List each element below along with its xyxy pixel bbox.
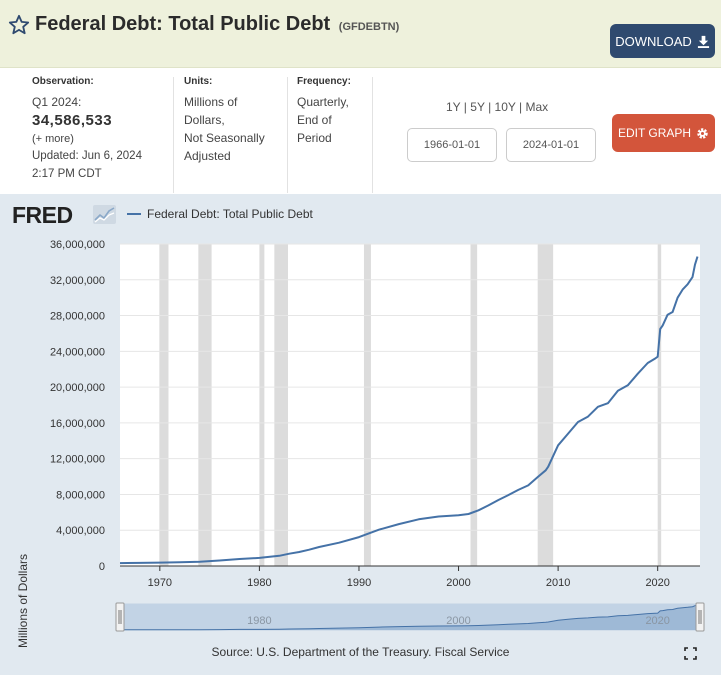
navigator-handle[interactable] xyxy=(115,602,125,632)
legend-swatch xyxy=(127,213,141,215)
chart-area: FRED Federal Debt: Total Public Debt Mil… xyxy=(0,194,721,675)
header-bar: Federal Debt: Total Public Debt (GFDEBTN… xyxy=(0,0,721,68)
recession-band xyxy=(274,244,288,566)
chart-legend: Federal Debt: Total Public Debt xyxy=(127,207,313,221)
navigator-line xyxy=(120,604,698,631)
fullscreen-icon[interactable] xyxy=(684,647,697,660)
observation-label: Observation: xyxy=(32,76,94,87)
range-selector: 1Y | 5Y | 10Y | Max xyxy=(446,100,548,114)
range-10y[interactable]: 10Y xyxy=(494,100,516,114)
recession-band xyxy=(537,244,554,566)
range-separator: | xyxy=(484,100,495,114)
frequency-line: Quarterly, xyxy=(297,95,349,109)
x-tick-label: 1970 xyxy=(148,577,172,589)
x-tick-label: 1980 xyxy=(247,577,271,589)
units-block: Units: Millions of Dollars, Not Seasonal… xyxy=(184,75,284,165)
series-line xyxy=(119,256,699,565)
recession-band xyxy=(657,244,662,566)
y-tick-label: 16,000,000 xyxy=(50,418,105,430)
units-line: Not Seasonally xyxy=(184,131,265,145)
gear-icon xyxy=(697,127,708,139)
recession-band xyxy=(159,244,169,566)
x-tick-label: 1990 xyxy=(347,577,371,589)
range-max[interactable]: Max xyxy=(525,100,549,114)
observation-block: Observation: Q1 2024: 34,586,533 (+ more… xyxy=(32,75,172,183)
series-meta-panel: Observation: Q1 2024: 34,586,533 (+ more… xyxy=(0,69,721,194)
range-separator: | xyxy=(515,100,526,114)
y-tick-label: 32,000,000 xyxy=(50,275,105,287)
y-tick-label: 4,000,000 xyxy=(56,525,105,537)
recession-band xyxy=(259,244,265,566)
source-note: Source: U.S. Department of the Treasury.… xyxy=(211,645,510,659)
series-title: Federal Debt: Total Public Debt xyxy=(35,13,331,35)
range-1y[interactable]: 1Y xyxy=(446,100,461,114)
recession-band xyxy=(363,244,371,566)
recession-band xyxy=(198,244,212,566)
chart-svg: 0 4,000,000 8,000,000 12,000,000 16,000,000 2… xyxy=(50,239,705,632)
edit-graph-button[interactable]: EDIT GRAPH xyxy=(612,114,715,152)
y-tick-label: 0 xyxy=(99,561,105,573)
legend-label: Federal Debt: Total Public Debt xyxy=(147,207,313,221)
frequency-label: Frequency: xyxy=(297,76,351,87)
observation-value: 34,586,533 xyxy=(32,112,113,129)
fred-chart-icon xyxy=(93,205,116,224)
star-icon[interactable] xyxy=(8,14,30,36)
units-line: Dollars, xyxy=(184,113,225,127)
range-5y[interactable]: 5Y xyxy=(470,100,485,114)
updated-date: Updated: Jun 6, 2024 xyxy=(32,150,142,162)
units-line: Adjusted xyxy=(184,149,231,163)
navigator-label: 2020 xyxy=(645,615,669,627)
y-tick-label: 36,000,000 xyxy=(50,239,105,251)
x-tick-label: 2020 xyxy=(645,577,669,589)
navigator-label: 2000 xyxy=(446,615,470,627)
y-tick-label: 8,000,000 xyxy=(56,489,105,501)
end-date-input[interactable] xyxy=(506,128,596,162)
edit-graph-label: EDIT GRAPH xyxy=(617,126,692,140)
y-tick-label: 12,000,000 xyxy=(50,454,105,466)
recession-band xyxy=(470,244,478,566)
y-tick-label: 20,000,000 xyxy=(50,382,105,394)
frequency-block: Frequency: Quarterly, End of Period xyxy=(297,75,372,147)
download-button[interactable]: DOWNLOAD xyxy=(610,24,715,58)
y-tick-label: 28,000,000 xyxy=(50,311,105,323)
navigator-label: 1980 xyxy=(247,615,271,627)
updated-time: 2:17 PM CDT xyxy=(32,168,102,180)
start-date-input[interactable] xyxy=(407,128,497,162)
frequency-line: End of xyxy=(297,113,332,127)
series-id: (GFDEBTN) xyxy=(338,21,400,33)
x-tick-label: 2010 xyxy=(546,577,570,589)
divider xyxy=(173,77,174,193)
page-title: Federal Debt: Total Public Debt (GFDEBTN… xyxy=(35,13,399,36)
observation-period: Q1 2024: xyxy=(32,95,82,109)
navigator-handle[interactable] xyxy=(695,602,705,632)
more-link[interactable]: (+ more) xyxy=(32,133,74,145)
x-tick-label: 2000 xyxy=(446,577,470,589)
frequency-line: Period xyxy=(297,131,332,145)
y-tick-label: 24,000,000 xyxy=(50,346,105,358)
fred-logo: FRED xyxy=(12,202,73,228)
units-label: Units: xyxy=(184,76,213,87)
units-line: Millions of xyxy=(184,95,238,109)
divider xyxy=(287,77,288,193)
download-icon xyxy=(697,35,709,48)
navigator-area xyxy=(120,605,698,630)
divider xyxy=(372,77,373,193)
download-label: DOWNLOAD xyxy=(615,33,692,49)
range-separator: | xyxy=(460,100,471,114)
